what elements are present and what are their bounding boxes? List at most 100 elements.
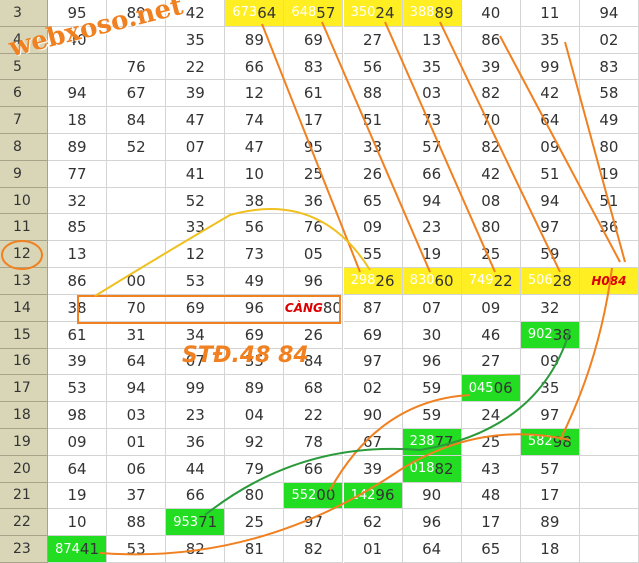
cell: 19 xyxy=(579,160,639,188)
cell: 27 xyxy=(461,348,521,376)
cell-prefix: 673 xyxy=(232,5,258,21)
cell: 96 xyxy=(402,509,462,537)
cell-value: 06 xyxy=(493,379,513,398)
cell xyxy=(579,321,639,349)
cell: 83 xyxy=(284,53,344,81)
cell: 66 xyxy=(166,482,226,510)
cell-prefix: 582 xyxy=(527,434,553,450)
cell: 82 xyxy=(461,80,521,108)
cell: 81 xyxy=(225,536,285,563)
cell: 04 xyxy=(225,402,285,429)
cell: 388 89 xyxy=(402,0,462,27)
cell: 17 xyxy=(520,482,580,510)
cell: 874 41 xyxy=(48,536,108,563)
cell xyxy=(579,509,639,537)
cell: 42 xyxy=(520,80,580,108)
cell: 39 xyxy=(48,348,108,376)
cell: H084 xyxy=(579,268,639,295)
cell: 70 xyxy=(107,294,167,322)
cell: 73 xyxy=(225,241,285,269)
cell: 37 xyxy=(107,482,167,510)
cell-value: 38 xyxy=(552,325,572,344)
cell: 19 xyxy=(402,241,462,269)
cell: 30 xyxy=(402,321,462,349)
row-header: 16 xyxy=(0,348,48,376)
cell-value: 80 xyxy=(322,298,342,317)
cell: 22 xyxy=(284,402,344,429)
cell: 49 xyxy=(579,107,639,135)
cell: 01 xyxy=(107,428,167,456)
cell: 57 xyxy=(402,134,462,161)
cell: 38 xyxy=(225,187,285,215)
cell-prefix: 749 xyxy=(468,273,494,289)
cell: 70 xyxy=(461,107,521,135)
cell: 99 xyxy=(166,375,226,403)
cell: 39 xyxy=(343,455,403,483)
row-header: 20 xyxy=(0,455,48,483)
cell-value: 28 xyxy=(552,271,572,290)
cell: 749 22 xyxy=(461,268,521,295)
cell-value: 77 xyxy=(434,432,454,451)
cell-prefix: 018 xyxy=(409,461,435,477)
cell: 94 xyxy=(48,80,108,108)
cell: 92 xyxy=(225,428,285,456)
cell: 05 xyxy=(284,241,344,269)
row-header: 23 xyxy=(0,536,48,563)
cell: 31 xyxy=(107,321,167,349)
cell: 09 xyxy=(343,214,403,242)
row-header: 18 xyxy=(0,402,48,429)
row-header: 11 xyxy=(0,214,48,242)
cell: 33 xyxy=(343,134,403,161)
cell: 89 xyxy=(48,134,108,161)
cell xyxy=(579,428,639,456)
cell: 09 xyxy=(48,428,108,456)
cell: 97 xyxy=(520,214,580,242)
row-header: 17 xyxy=(0,375,48,403)
cell xyxy=(107,241,167,269)
cell: 33 xyxy=(166,214,226,242)
cell-note: H084 xyxy=(591,273,627,288)
cell-prefix: 830 xyxy=(409,273,435,289)
cell: 88 xyxy=(107,509,167,537)
cell: 24 xyxy=(461,402,521,429)
cell: 830 60 xyxy=(402,268,462,295)
cell: 89 xyxy=(225,26,285,54)
cell: 23 xyxy=(166,402,226,429)
row-header: 4 xyxy=(0,26,48,54)
cell: 64 xyxy=(107,348,167,376)
cell: 57 xyxy=(520,455,580,483)
row-header: 5 xyxy=(0,53,48,81)
cell xyxy=(579,294,639,322)
cell: 55 xyxy=(343,241,403,269)
cell xyxy=(579,482,639,510)
cell: 44 xyxy=(166,455,226,483)
cell: 78 xyxy=(284,428,344,456)
cell: 59 xyxy=(402,402,462,429)
cell: 36 xyxy=(579,214,639,242)
cell xyxy=(579,241,639,269)
cell: 73 xyxy=(402,107,462,135)
cell: 85 xyxy=(48,214,108,242)
cell: 41 xyxy=(166,160,226,188)
cell xyxy=(579,455,639,483)
cell: 26 xyxy=(343,160,403,188)
cell: 12 xyxy=(166,241,226,269)
cell: 96 xyxy=(402,348,462,376)
cell xyxy=(107,160,167,188)
cell: 82 xyxy=(166,536,226,563)
cell: 03 xyxy=(402,80,462,108)
cell: 69 xyxy=(166,294,226,322)
cell: 22 xyxy=(166,53,226,81)
cell: 61 xyxy=(48,321,108,349)
cell: 36 xyxy=(166,428,226,456)
cell: 10 xyxy=(48,509,108,537)
cell xyxy=(107,187,167,215)
cell: 25 xyxy=(461,241,521,269)
cell: 18 xyxy=(520,536,580,563)
cell: 25 xyxy=(225,509,285,537)
cell: 582 98 xyxy=(520,428,580,456)
cell: 09 xyxy=(520,134,580,161)
cell: 67 xyxy=(107,80,167,108)
cell: 66 xyxy=(284,455,344,483)
cell-value: 98 xyxy=(552,432,572,451)
